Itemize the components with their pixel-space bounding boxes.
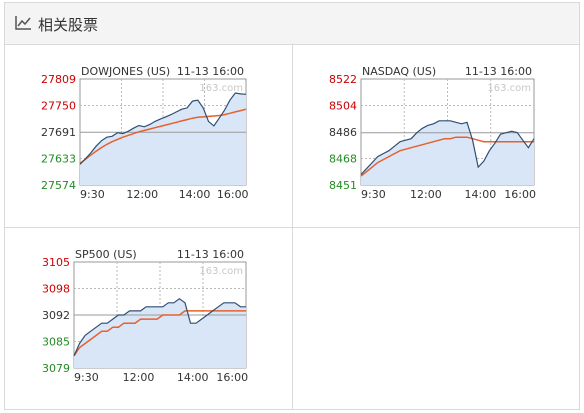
chart-watermark: 163.com (487, 83, 531, 94)
x-tick-label: 16:00 (504, 188, 536, 201)
average-line (73, 310, 246, 357)
chart-datetime: 11-13 16:00 (177, 65, 244, 78)
average-line (360, 136, 534, 177)
chart-title: NASDAQ (US) (362, 65, 436, 78)
chart-title: DOWJONES (US) (81, 65, 170, 78)
y-tick-label: 27750 (41, 100, 76, 113)
x-tick-label: 12:00 (123, 371, 155, 384)
chart-dowjones[interactable]: DOWJONES (US) 11-13 16:00 163.com 27809 … (41, 65, 249, 201)
y-tick-label: 8468 (329, 153, 357, 166)
line-chart-icon (15, 16, 31, 30)
y-tick-label: 3105 (42, 256, 70, 269)
y-tick-label: 8486 (329, 126, 357, 139)
x-tick-label: 12:00 (410, 188, 442, 201)
y-tick-label: 3098 (42, 283, 70, 296)
chart-title: SP500 (US) (75, 248, 137, 261)
y-tick-label: 27574 (41, 179, 76, 192)
price-area (361, 120, 534, 185)
y-tick-label: 3085 (42, 336, 70, 349)
x-tick-label: 9:30 (80, 188, 105, 201)
x-tick-label: 9:30 (361, 188, 386, 201)
price-line (79, 92, 247, 165)
y-tick-label: 27691 (41, 126, 76, 139)
price-area (80, 93, 246, 185)
x-tick-label: 16:00 (217, 188, 249, 201)
chart-datetime: 11-13 16:00 (465, 65, 532, 78)
price-line (73, 297, 246, 357)
chart-watermark: 163.com (199, 83, 243, 94)
y-tick-label: 3079 (42, 362, 70, 375)
y-tick-label: 3092 (42, 309, 70, 322)
chart-nasdaq[interactable]: NASDAQ (US) 11-13 16:00 163.com 8522 850… (329, 65, 536, 201)
y-tick-label: 8504 (329, 100, 357, 113)
x-tick-label: 14:00 (177, 371, 209, 384)
chart-watermark: 163.com (199, 266, 243, 277)
x-tick-label: 14:00 (179, 188, 211, 201)
y-tick-label: 8451 (329, 179, 357, 192)
price-line (360, 120, 535, 175)
x-tick-label: 16:00 (216, 371, 248, 384)
y-tick-label: 8522 (329, 73, 357, 86)
panel-header: 相关股票 (5, 3, 579, 45)
average-line (79, 108, 247, 164)
chart-datetime: 11-13 16:00 (177, 248, 244, 261)
y-tick-label: 27633 (41, 153, 76, 166)
x-tick-label: 12:00 (126, 188, 158, 201)
grid-divider-horizontal (5, 227, 579, 228)
x-tick-label: 9:30 (74, 371, 99, 384)
panel-title: 相关股票 (38, 16, 99, 34)
chart-sp500[interactable]: SP500 (US) 11-13 16:00 163.com 3105 3098… (42, 248, 248, 384)
x-tick-label: 14:00 (465, 188, 497, 201)
y-tick-label: 27809 (41, 73, 76, 86)
